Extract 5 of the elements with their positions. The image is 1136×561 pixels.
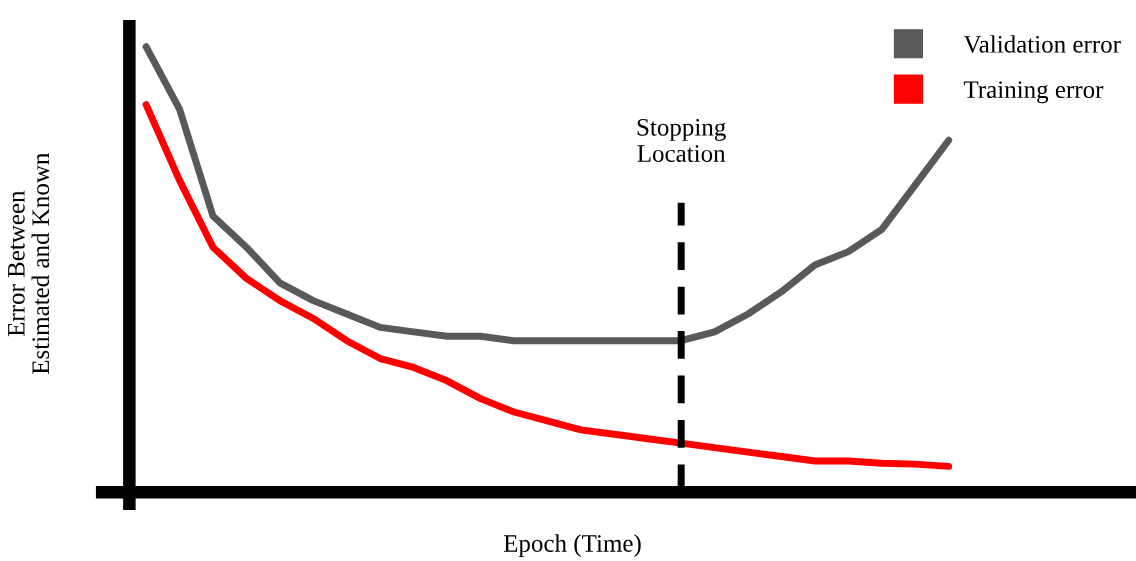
y-axis-title: Error Between Estimated and Known xyxy=(8,152,50,375)
x-axis-title: Epoch (Time) xyxy=(503,534,641,557)
annotation: Stopping Location xyxy=(637,118,726,162)
legend-label: Validation error xyxy=(963,35,1121,53)
legend-label: Training error xyxy=(963,81,1104,104)
